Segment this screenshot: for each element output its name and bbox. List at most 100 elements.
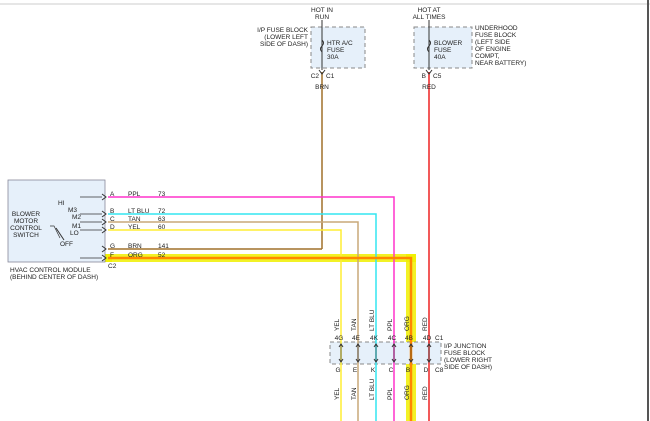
junction-block-box (329, 341, 442, 365)
connector-pin-icon (101, 218, 107, 226)
wire-pin-label: C (110, 216, 115, 223)
junction-bottom-pin: B (406, 367, 410, 374)
junction-top-pin: 4E (352, 335, 361, 342)
junction-top-pin: 4B (405, 335, 413, 342)
junction-bottom-pin: E (353, 367, 358, 374)
blower-wire-color-label: RED (422, 84, 436, 91)
switch-position-label: HI (58, 200, 65, 207)
junction-bottom-pin: C (389, 367, 394, 374)
wire-pin-label: G (110, 243, 115, 250)
junction-bottom-connector: C8 (435, 367, 444, 374)
switch-arm-icon (50, 225, 61, 239)
module-title: (BEHIND CENTER OF DASH) (10, 274, 98, 281)
connector-pin-icon (101, 210, 107, 218)
junction-arrow-icon (373, 343, 379, 363)
switch-contact-icon (55, 227, 65, 241)
switch-position-label: M2 (72, 214, 81, 221)
blower-block-label: (LEFT SIDE (475, 39, 511, 46)
htr-fuse-label: FUSE (327, 47, 345, 54)
junction-top-wire-label: YEL (334, 318, 341, 331)
junction-block-label: I/P JUNCTION (444, 343, 487, 350)
junction-bottom-wire-label: RED (422, 386, 429, 400)
hvac-module-box (7, 179, 106, 263)
switch-label: MOTOR (14, 218, 38, 225)
htr-block-label: (LOWER LEFT (264, 34, 308, 41)
junction-bottom-pin: D (424, 367, 429, 374)
switch-position-label: M3 (68, 207, 77, 214)
blower-fuse-label: FUSE (434, 47, 452, 54)
wire-pin-label: F (110, 252, 114, 259)
junction-block-label: FUSE BLOCK (444, 350, 486, 357)
junction-bottom-wire-label: ORG (404, 385, 411, 400)
htr-pin-label: C2 (311, 73, 320, 80)
wire-circuit-label: 52 (158, 252, 166, 259)
junction-block-label: (LOWER RIGHT (444, 357, 492, 364)
wire-color-label: PPL (128, 191, 141, 198)
htr-block-label: SIDE OF DASH) (260, 41, 308, 48)
junction-top-pin: 4D (423, 335, 432, 342)
wire-circuit-label: 72 (158, 208, 166, 215)
junction-top-wire-label: RED (422, 317, 429, 331)
wire-pin-label: A (110, 191, 115, 198)
connector-pin-icon (101, 254, 107, 262)
connector-pin-icon (101, 193, 107, 201)
junction-bottom-pin: G (335, 367, 340, 374)
blower-block-label: FUSE BLOCK (475, 32, 517, 39)
htr-feed-label: HOT IN (311, 7, 333, 14)
module-connector-label: C2 (108, 263, 117, 270)
switch-position-label: M1 (72, 223, 81, 230)
blower-block-label: OF ENGINE (475, 46, 511, 53)
junction-top-wire-label: TAN (351, 318, 358, 331)
switch-position-label: OFF (60, 241, 73, 248)
switch-label: CONTROL (10, 225, 42, 232)
junction-arrow-icon (391, 343, 397, 363)
switch-position-label: LO (70, 230, 79, 237)
blower-pin-label: B (422, 73, 426, 80)
wire-circuit-label: 73 (158, 191, 166, 198)
blower-block-label: NEAR BATTERY) (475, 60, 526, 67)
htr-fuse-icon (320, 39, 324, 53)
boxes-layer (7, 26, 473, 365)
wire-org (108, 256, 413, 421)
wire-color-label: YEL (128, 224, 141, 231)
wire-pin-label: D (110, 224, 115, 231)
junction-arrow-icon (426, 343, 432, 363)
wire-color-label: BRN (128, 243, 142, 250)
htr-wire-color-label: BRN (315, 84, 329, 91)
blower-pin-label: C5 (433, 73, 442, 80)
junction-top-pin: 4G (335, 335, 344, 342)
wire-color-label: TAN (128, 216, 141, 223)
junction-top-wire-label: LT BLU (369, 309, 376, 331)
junction-top-pin: 4K (370, 335, 379, 342)
junction-block-label: SIDE OF DASH) (444, 364, 492, 371)
htr-pin-label: C1 (326, 73, 335, 80)
wire-circuit-label: 63 (158, 216, 166, 223)
junction-top-wire-label: ORG (404, 316, 411, 331)
junction-arrow-icon (338, 343, 344, 363)
blower-feed-label: HOT AT (418, 7, 441, 14)
junction-bottom-wire-label: TAN (351, 387, 358, 400)
wire-circuit-label: 60 (158, 224, 166, 231)
junction-top-pin: 4C (388, 335, 397, 342)
wire-pin-label: B (110, 208, 114, 215)
blower-connector-icon (425, 69, 433, 75)
connector-pin-icon (101, 245, 107, 253)
junction-top-wire-label: PPL (387, 318, 394, 331)
blower-block-label: UNDERHOOD (475, 25, 518, 32)
htr-fuse-block-box (310, 26, 366, 69)
htr-fuse-label: HTR A/C (327, 40, 353, 47)
junction-bottom-wire-label: PPL (387, 387, 394, 400)
wire-color-label: LT BLU (128, 208, 150, 215)
wire-tan (108, 221, 359, 421)
blower-fuse-label: BLOWER (434, 40, 462, 47)
wire-color-label: ORG (128, 252, 143, 259)
blower-fuse-block-box (413, 26, 473, 69)
junction-top-connector: C1 (435, 335, 444, 342)
htr-fuse-label: 30A (327, 54, 339, 61)
junction-bottom-wire-label: YEL (334, 387, 341, 400)
junction-bottom-pin: K (371, 367, 376, 374)
blower-feed-label: ALL TIMES (413, 14, 447, 21)
htr-block-label: I/P FUSE BLOCK (257, 27, 308, 34)
